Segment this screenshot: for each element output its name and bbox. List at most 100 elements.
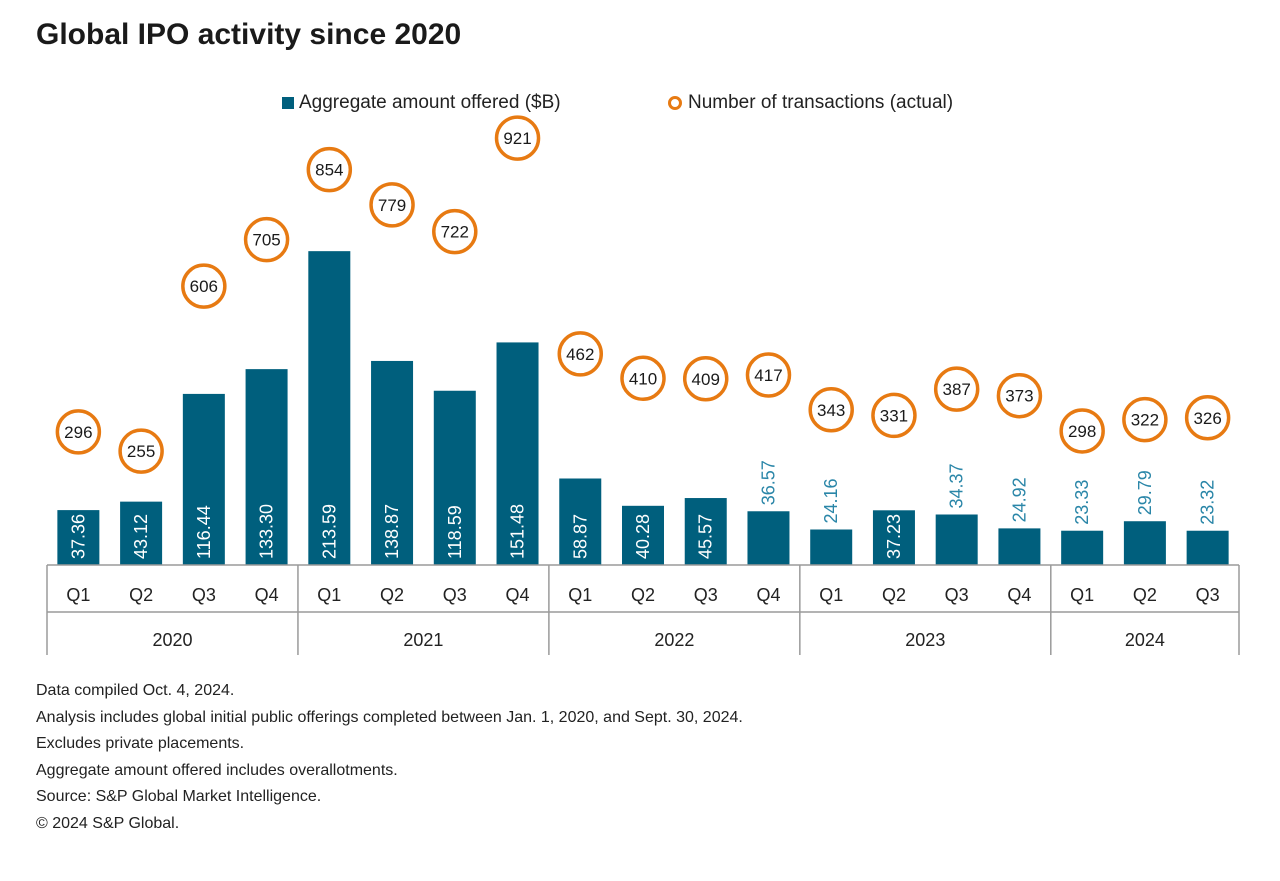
note-copyright: © 2024 S&P Global. <box>36 814 180 832</box>
bar <box>1186 530 1229 565</box>
note-source: Source: S&P Global Market Intelligence. <box>36 788 322 805</box>
bar <box>57 510 100 565</box>
transaction-marker <box>996 372 1043 419</box>
bar <box>684 498 727 565</box>
transaction-count-label: 462 <box>566 345 594 364</box>
transaction-marker <box>181 263 227 309</box>
x-tick-label: Q3 <box>1196 585 1220 605</box>
transaction-count-label: 331 <box>880 406 908 425</box>
bar <box>998 528 1041 565</box>
bar <box>245 369 288 565</box>
transaction-marker <box>871 392 917 439</box>
transaction-marker <box>557 331 604 377</box>
transaction-count-label: 298 <box>1068 422 1096 441</box>
bar <box>1123 521 1166 565</box>
transaction-marker <box>243 216 290 263</box>
bar <box>308 251 351 565</box>
x-tick-label: Q2 <box>882 585 906 605</box>
x-tick-label: Q3 <box>945 585 969 605</box>
bar <box>559 478 602 565</box>
x-tick-label: Q2 <box>631 585 655 605</box>
bar <box>622 505 664 565</box>
x-tick-label: Q1 <box>317 585 341 605</box>
x-tick-label: Q3 <box>192 585 216 605</box>
x-tick-label: Q4 <box>506 585 530 605</box>
bar-value-label: 45.57 <box>696 514 716 559</box>
bar <box>747 511 790 565</box>
chart-title: Global IPO activity since 2020 <box>36 18 462 51</box>
bar-value-label: 151.48 <box>508 504 528 559</box>
year-label: 2024 <box>1125 630 1165 650</box>
bar-value-label: 36.57 <box>758 460 778 505</box>
bar <box>496 342 539 565</box>
legend-label-transactions: Number of transactions (actual) <box>688 92 954 113</box>
bar <box>935 514 978 565</box>
transaction-count-label: 722 <box>441 223 469 242</box>
bar <box>872 510 915 565</box>
transaction-count-label: 387 <box>942 380 970 399</box>
transaction-count-label: 255 <box>127 442 155 461</box>
transaction-count-label: 296 <box>64 423 92 442</box>
bar-value-label: 58.87 <box>570 514 590 559</box>
legend-label-amount: Aggregate amount offered ($B) <box>299 92 561 113</box>
bar-value-label: 138.87 <box>382 504 402 559</box>
legend-swatch-circle <box>668 96 682 110</box>
bar-value-label: 29.79 <box>1135 470 1155 515</box>
bar-value-label: 40.28 <box>633 514 653 559</box>
transaction-marker <box>432 208 478 255</box>
bar <box>182 393 225 565</box>
footnotes: Data compiled Oct. 4, 2024. Analysis inc… <box>36 678 743 837</box>
x-tick-label: Q2 <box>380 585 404 605</box>
x-tick-label: Q3 <box>694 585 718 605</box>
transaction-marker <box>369 182 415 228</box>
year-label: 2022 <box>654 630 694 650</box>
x-tick-label: Q2 <box>129 585 153 605</box>
year-label: 2020 <box>152 630 192 650</box>
bar-value-label: 133.30 <box>257 504 277 559</box>
transaction-marker <box>118 428 164 474</box>
note-excludes: Excludes private placements. <box>36 735 245 752</box>
transaction-marker <box>620 355 666 402</box>
year-label: 2021 <box>403 630 443 650</box>
bar-chart: 37.36 43.12 116.44 133.30 213.59 138.87 118.59… <box>46 115 1240 655</box>
x-tick-label: Q2 <box>1133 585 1157 605</box>
x-tick-label: Q4 <box>255 585 279 605</box>
bar <box>433 390 476 565</box>
bar-value-label: 37.23 <box>884 514 904 559</box>
bar-value-label: 37.36 <box>68 514 88 559</box>
transaction-count-label: 410 <box>629 369 657 388</box>
x-tick-label: Q1 <box>1070 585 1094 605</box>
legend-swatch-bar <box>282 97 294 109</box>
bar <box>371 360 414 565</box>
transaction-marker <box>306 146 353 193</box>
bar-value-label: 24.92 <box>1009 477 1029 522</box>
transaction-count-label: 921 <box>503 129 531 148</box>
year-label: 2023 <box>905 630 945 650</box>
transaction-count-label: 373 <box>1005 387 1033 406</box>
transaction-count-label: 409 <box>692 370 720 389</box>
bar-value-label: 23.32 <box>1198 480 1218 525</box>
bar-value-label: 23.33 <box>1072 480 1092 525</box>
x-tick-label: Q4 <box>756 585 780 605</box>
transaction-count-label: 322 <box>1131 411 1159 430</box>
bar-value-label: 34.37 <box>947 463 967 508</box>
transaction-count-label: 705 <box>252 231 280 250</box>
legend: Aggregate amount offered ($B) Number of … <box>0 92 1280 118</box>
bar-value-label: 213.59 <box>319 504 339 559</box>
transaction-count-label: 343 <box>817 401 845 420</box>
transaction-count-label: 779 <box>378 196 406 215</box>
transaction-marker <box>1184 395 1231 441</box>
transaction-count-label: 854 <box>315 161 343 180</box>
transaction-marker <box>745 352 792 398</box>
x-tick-label: Q3 <box>443 585 467 605</box>
transaction-count-label: 417 <box>754 366 782 385</box>
bar-value-label: 43.12 <box>131 514 151 559</box>
transaction-marker <box>682 356 729 402</box>
x-tick-label: Q1 <box>66 585 90 605</box>
bar-value-label: 24.16 <box>821 478 841 523</box>
transaction-count-label: 326 <box>1193 409 1221 428</box>
note-compiled: Data compiled Oct. 4, 2024. <box>36 682 235 699</box>
x-tick-label: Q4 <box>1007 585 1031 605</box>
transaction-marker <box>55 409 102 455</box>
bar <box>810 529 853 565</box>
